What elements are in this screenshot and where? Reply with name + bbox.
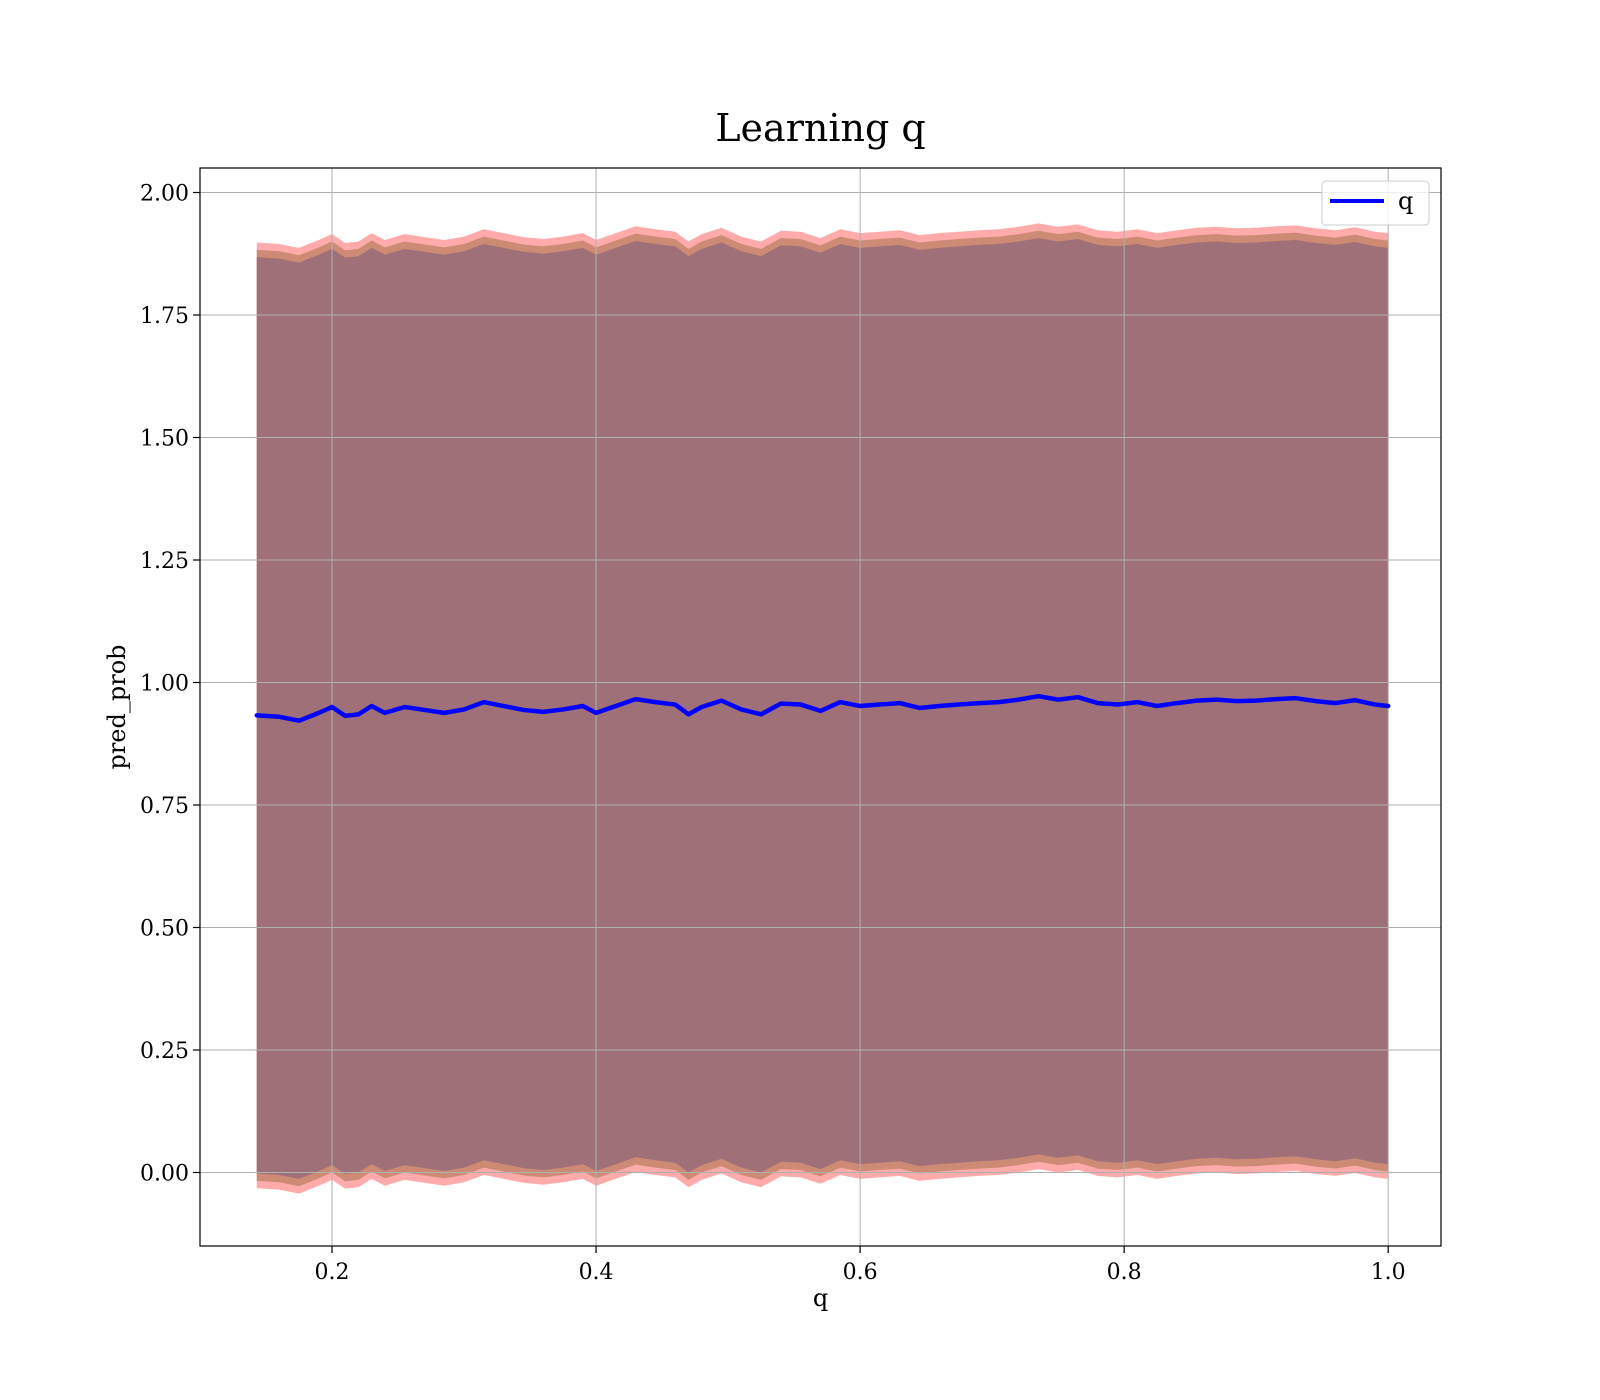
- y-tick-label-4: 1.00: [140, 672, 189, 697]
- y-tick-label-7: 1.75: [140, 304, 189, 329]
- axis-ticks: [193, 191, 1389, 1253]
- confidence-bands: [256, 223, 1389, 1194]
- y-tick-label-8: 2.00: [140, 182, 189, 207]
- plot-area: [199, 167, 1442, 1247]
- x-tick-label-4: 1.0: [1371, 1260, 1406, 1285]
- y-axis-label: pred_prob: [103, 644, 131, 769]
- y-tick-label-2: 0.50: [140, 917, 189, 942]
- y-tick-label-5: 1.25: [140, 549, 189, 574]
- legend: q: [1321, 180, 1430, 226]
- plot-frame: [199, 167, 1442, 1247]
- legend-label-q: q: [1398, 187, 1413, 215]
- y-tick-label-3: 0.75: [140, 794, 189, 819]
- x-tick-label-2: 0.6: [843, 1260, 878, 1285]
- series-line-q: [254, 693, 1391, 723]
- y-tick-label-0: 0.00: [140, 1162, 189, 1187]
- series-lines: [254, 693, 1391, 723]
- x-axis-label: q: [813, 1284, 828, 1312]
- axis-tick-labels: 0.2 0.4 0.6 0.8 1.0 0.00 0.25 0.50 0.75 1.00 1.25 1…: [140, 182, 1406, 1286]
- grid-lines: [200, 168, 1441, 1246]
- x-tick-label-3: 0.8: [1107, 1260, 1142, 1285]
- x-tick-label-0: 0.2: [315, 1260, 350, 1285]
- chart-title: Learning q: [715, 106, 925, 150]
- y-tick-label-6: 1.50: [140, 427, 189, 452]
- x-tick-label-1: 0.4: [579, 1260, 614, 1285]
- y-tick-label-1: 0.25: [140, 1039, 189, 1064]
